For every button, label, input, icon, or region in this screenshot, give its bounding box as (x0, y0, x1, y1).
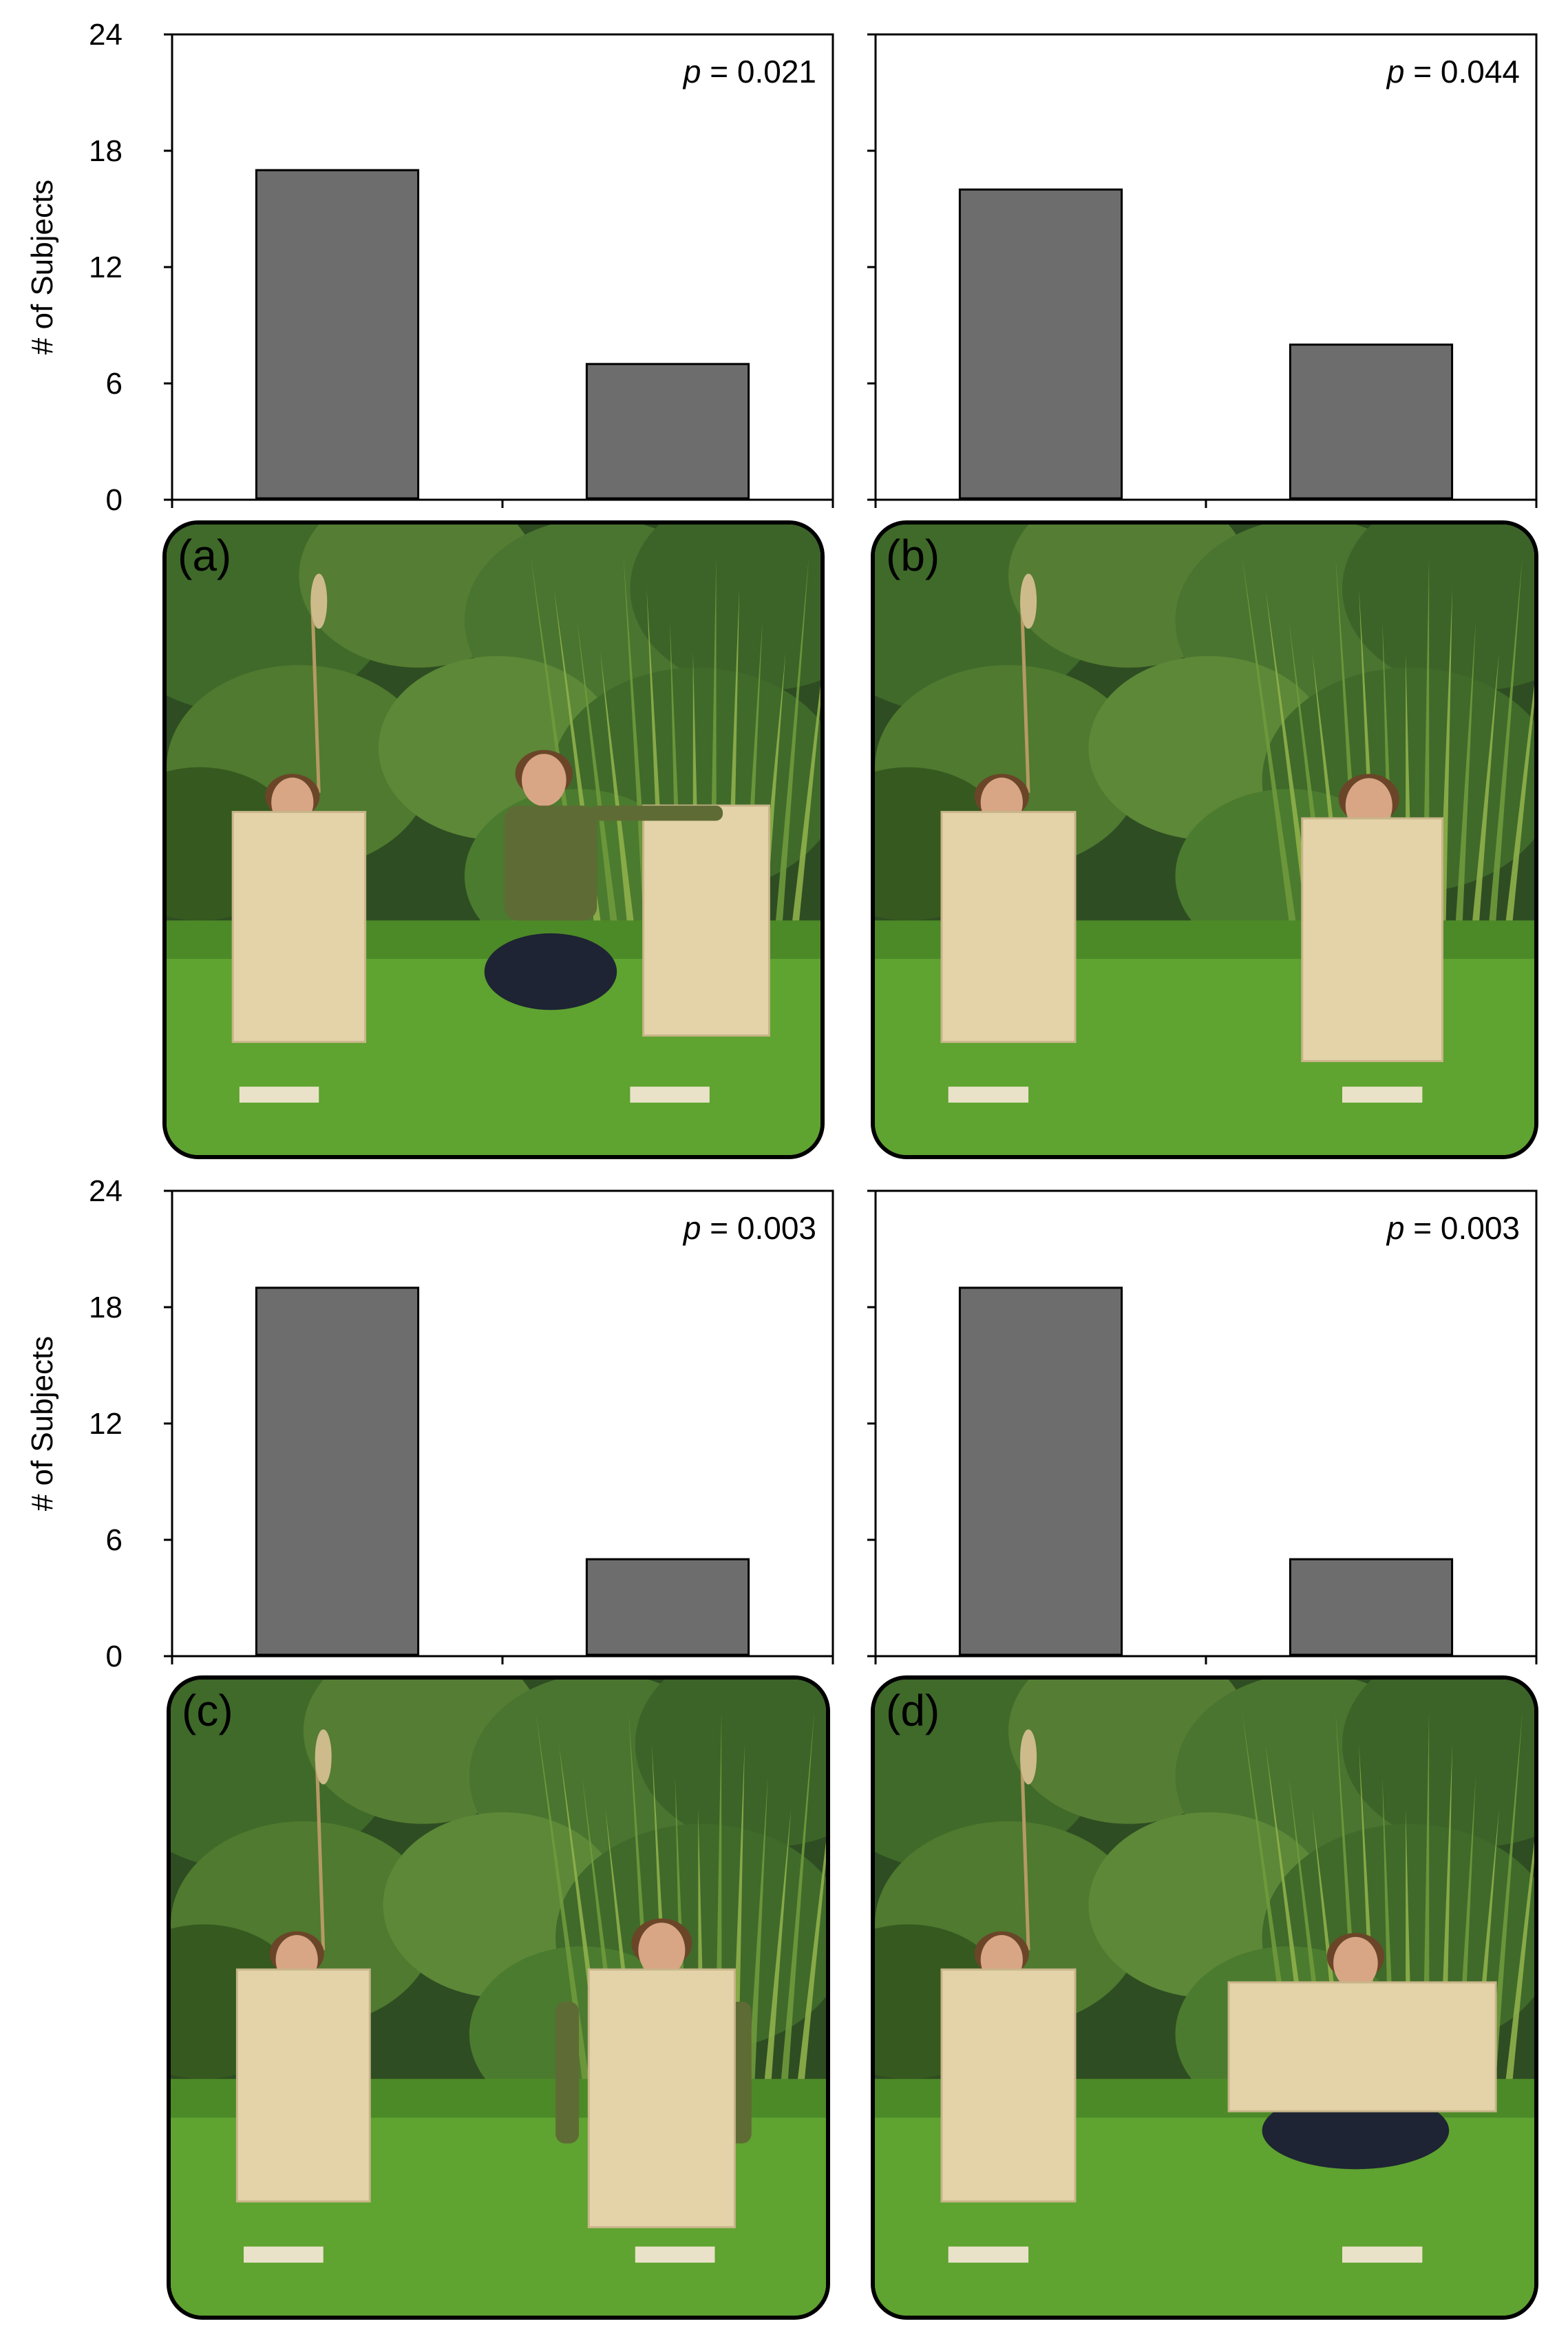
photo-panel-b: (b) (871, 520, 1538, 1159)
y-tick-label: 24 (89, 1174, 123, 1208)
bar (585, 363, 750, 500)
bar-chart-a: 0 6 12 18 24 p = 0.021 # of Subjects (25, 18, 834, 517)
photo-d-image (875, 1680, 1534, 2316)
photo-panel-d: (d) (871, 1675, 1538, 2320)
photo-c-image (171, 1680, 826, 2316)
bar (958, 188, 1123, 500)
p-value-annotation: p = 0.021 (682, 54, 816, 89)
panel-label-b: (b) (886, 531, 940, 580)
y-tick-label: 12 (89, 251, 123, 284)
y-tick-label: 24 (89, 18, 123, 52)
p-value-annotation: p = 0.003 (682, 1210, 816, 1246)
panel-label-c: (c) (182, 1686, 233, 1735)
panel-label-d: (d) (886, 1686, 940, 1735)
y-tick-label: 0 (106, 1640, 123, 1673)
y-tick-label: 18 (89, 1291, 123, 1324)
y-tick-label: 18 (89, 134, 123, 168)
p-value-annotation: p = 0.003 (1386, 1210, 1520, 1246)
bar-chart-c: 0 6 12 18 24 p = 0.003 # of Subjects (25, 1174, 834, 1673)
bar-chart-d: p = 0.003 (867, 1189, 1538, 1664)
bar (255, 169, 420, 500)
y-tick-label: 6 (106, 1523, 123, 1557)
bar-chart-b: p = 0.044 (867, 33, 1538, 508)
bar (585, 1558, 750, 1656)
p-value-annotation: p = 0.044 (1386, 54, 1520, 89)
y-tick-label: 6 (106, 367, 123, 401)
bar (255, 1287, 420, 1656)
y-tick-label: 12 (89, 1407, 123, 1441)
photo-b-image (875, 525, 1534, 1155)
y-tick-label: 0 (106, 483, 123, 517)
photo-panel-c: (c) (167, 1675, 830, 2320)
panel-label-a: (a) (178, 531, 232, 580)
photo-a-image (167, 525, 820, 1155)
bar (958, 1287, 1123, 1656)
photo-panel-a: (a) (162, 520, 825, 1159)
y-axis-label: # of Subjects (25, 180, 59, 354)
bar (1289, 1558, 1454, 1656)
bar (1289, 343, 1454, 500)
y-axis-label: # of Subjects (25, 1336, 59, 1511)
